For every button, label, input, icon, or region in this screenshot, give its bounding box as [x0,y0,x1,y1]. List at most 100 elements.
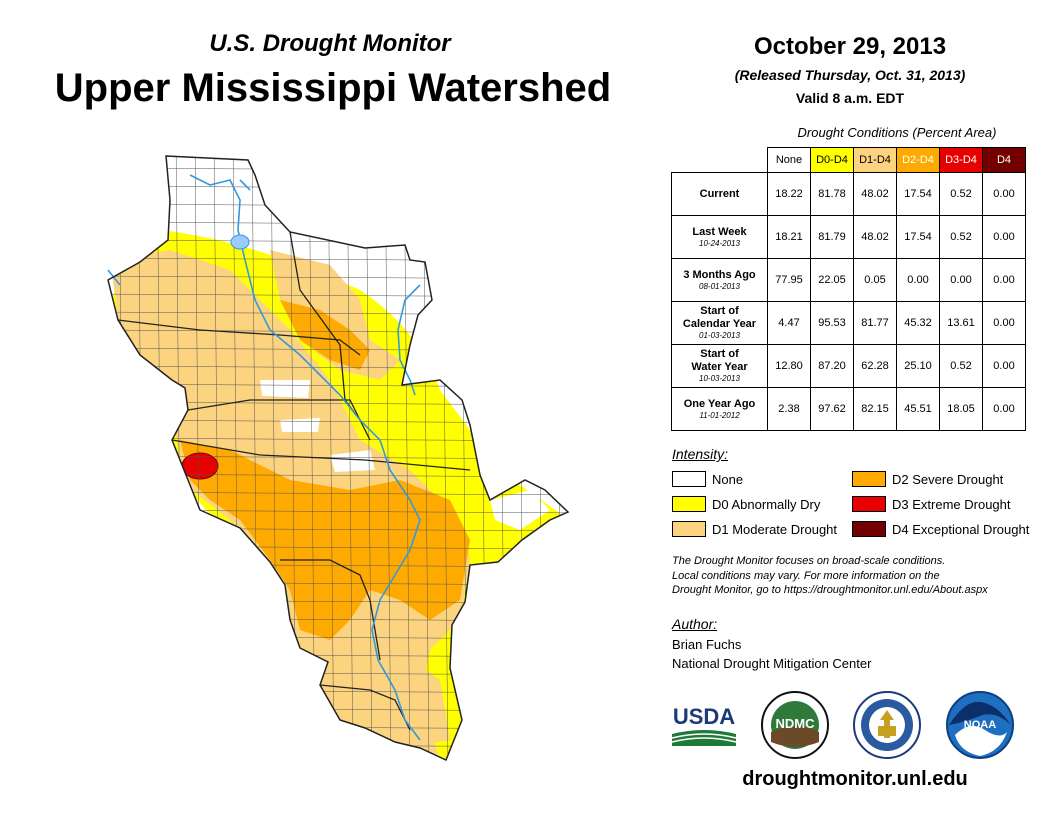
drought-monitor-note: The Drought Monitor focuses on broad-sca… [672,554,1042,598]
row-label-text: 3 Months Ago [683,268,756,281]
legend-item: D3 Extreme Drought [852,495,1011,513]
table-cell: 18.21 [767,215,811,259]
row-label: Start of Calendar Year 01-03-2013 [671,301,768,345]
website-url[interactable]: droughtmonitor.unl.edu [742,768,968,790]
legend-item: D4 Exceptional Drought [852,520,1029,538]
lake [230,234,250,250]
row-label: One Year Ago 11-01-2012 [671,387,768,431]
county-line [108,203,568,208]
row-label-text: Last Week [692,225,747,238]
table-cell: 12.80 [767,344,811,388]
note-line: The Drought Monitor focuses on broad-sca… [672,555,946,567]
table-cell: 0.52 [939,172,983,216]
table-cell: 0.05 [853,258,897,302]
note-line: Local conditions may vary. For more info… [672,569,940,582]
rivers [107,174,421,741]
table-cell: 0.52 [939,344,983,388]
column-header: None [767,147,811,173]
legend-swatch [852,521,886,537]
usda-logo: USDA [671,704,737,746]
county-line [108,167,568,172]
table-cell: 97.62 [810,387,854,431]
column-header: D3-D4 [939,147,983,173]
table-cell: 81.79 [810,215,854,259]
table-cell: 82.15 [853,387,897,431]
legend-label: D1 Moderate Drought [712,521,838,537]
legend-swatch [852,496,886,512]
county-line [118,156,126,760]
row-label-text: Start of [700,348,739,360]
legend-item: D1 Moderate Drought [672,520,837,538]
legend-swatch [852,471,886,487]
legend-label: D0 Abnormally Dry [712,496,821,512]
svg-text:USDA: USDA [673,704,735,729]
legend-swatch [672,471,706,487]
row-label: Current [671,172,768,216]
author-heading: Author: [672,616,718,632]
row-date: 10-03-2013 [699,374,740,383]
row-date: 10-24-2013 [699,238,740,248]
legend-title: Intensity: [672,446,729,462]
note-line: Drought Monitor, go to https://droughtmo… [672,584,988,596]
column-header: D4 [982,147,1026,173]
row-label: 3 Months Ago 08-01-2013 [671,258,768,302]
table-cell: 18.22 [767,172,811,216]
row-label-text: Start of [700,305,739,317]
release-date: (Released Thursday, Oct. 31, 2013) [734,67,966,83]
table-cell: 2.38 [767,387,811,431]
row-date: 08-01-2013 [699,281,740,291]
county-line [90,150,590,153]
county-line [555,156,563,760]
legend-item: D2 Severe Drought [852,470,1003,488]
county-line [575,140,581,770]
legend-label: None [712,471,744,487]
table-cell: 81.78 [810,172,854,216]
table-row: Start of Water Year 10-03-2013 12.80 87.20 62… [671,344,1026,388]
ndmc-logo: NDMC [761,691,829,759]
table-cell: 22.05 [810,258,854,302]
table-cell: 0.00 [939,258,983,302]
legend-swatch [672,496,706,512]
table-corner [672,148,768,173]
svg-text:NDMC: NDMC [776,716,816,731]
table-cell: 77.95 [767,258,811,302]
table-cell: 0.00 [982,344,1026,388]
table-cell: 48.02 [853,172,897,216]
author-name: Brian Fuchs [672,637,742,652]
county-line [108,725,568,730]
table-cell: 13.61 [939,301,983,345]
table-header-row: None D0-D4 D1-D4 D2-D4 D3-D4 D4 [672,147,1026,173]
drought-conditions-table: None D0-D4 D1-D4 D2-D4 D3-D4 D4 Current 18.22 8… [671,147,1026,431]
row-date: 01-03-2013 [699,331,740,340]
county-line [108,743,568,748]
county-line [108,185,568,190]
table-cell: 0.00 [982,258,1026,302]
table-cell: 17.54 [896,172,940,216]
table-caption: Drought Conditions (Percent Area) [797,125,997,140]
table-cell: 18.05 [939,387,983,431]
table-row: Last Week 10-24-2013 18.21 81.79 48.02 17.54 0… [671,215,1026,259]
watershed-outline [107,155,570,762]
map-date: October 29, 2013 [753,33,947,60]
svg-text:NOAA: NOAA [964,719,996,731]
table-row: Current 18.22 81.78 48.02 17.54 0.52 0.00 [671,172,1026,216]
row-label-text: One Year Ago [683,397,756,410]
row-label: Start of Water Year 10-03-2013 [671,344,768,388]
table-cell: 95.53 [810,301,854,345]
county-line [108,221,568,226]
legend-label: D3 Extreme Drought [892,496,1011,512]
map-title: Upper Mississippi Watershed [54,66,612,110]
drought-map [90,140,590,770]
table-row: Start of Calendar Year 01-03-2013 4.47 95.53… [671,301,1026,345]
table-cell: 62.28 [853,344,897,388]
table-cell: 48.02 [853,215,897,259]
county-line [498,156,506,760]
row-label-text: Water Year [691,361,748,373]
table-cell: 0.00 [982,387,1026,431]
legend-label: D4 Exceptional Drought [892,521,1030,537]
row-label: Last Week 10-24-2013 [671,215,768,259]
column-header: D0-D4 [810,147,854,173]
valid-time: Valid 8 a.m. EDT [795,90,905,106]
row-date: 11-01-2012 [699,410,740,420]
county-line [90,762,590,765]
